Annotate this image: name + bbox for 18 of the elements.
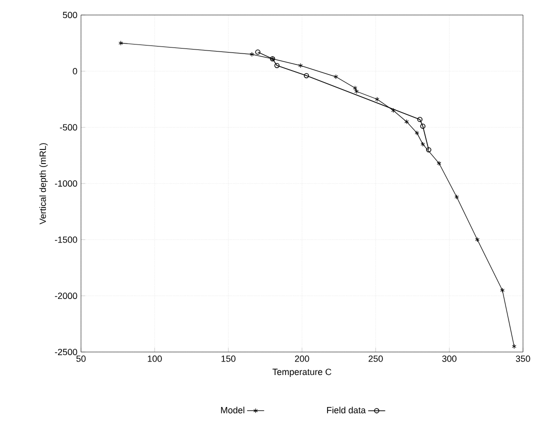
- x-tick-label: 100: [148, 356, 162, 362]
- legend-label: Model: [221, 406, 244, 414]
- y-tick-label: -2500: [54, 348, 78, 356]
- y-tick-label: 0: [72, 68, 78, 74]
- y-tick-label: -2000: [54, 292, 78, 300]
- x-tick-label: 200: [294, 356, 310, 362]
- x-tick-label: 150: [222, 356, 236, 362]
- x-tick-label: 350: [516, 356, 530, 362]
- x-axis-title: Temperature C: [272, 368, 332, 377]
- x-tick-label: 250: [368, 356, 383, 362]
- y-axis-title: Vertical depth (mRL): [39, 143, 48, 224]
- legend-label: Field data: [327, 406, 366, 414]
- x-tick-label: 50: [76, 356, 86, 362]
- y-tick-label: -500: [60, 124, 78, 131]
- y-tick-label: 500: [62, 12, 78, 18]
- y-tick-label: -1000: [54, 180, 78, 187]
- y-tick-label: -1500: [54, 236, 78, 243]
- x-tick-label: 300: [442, 356, 456, 362]
